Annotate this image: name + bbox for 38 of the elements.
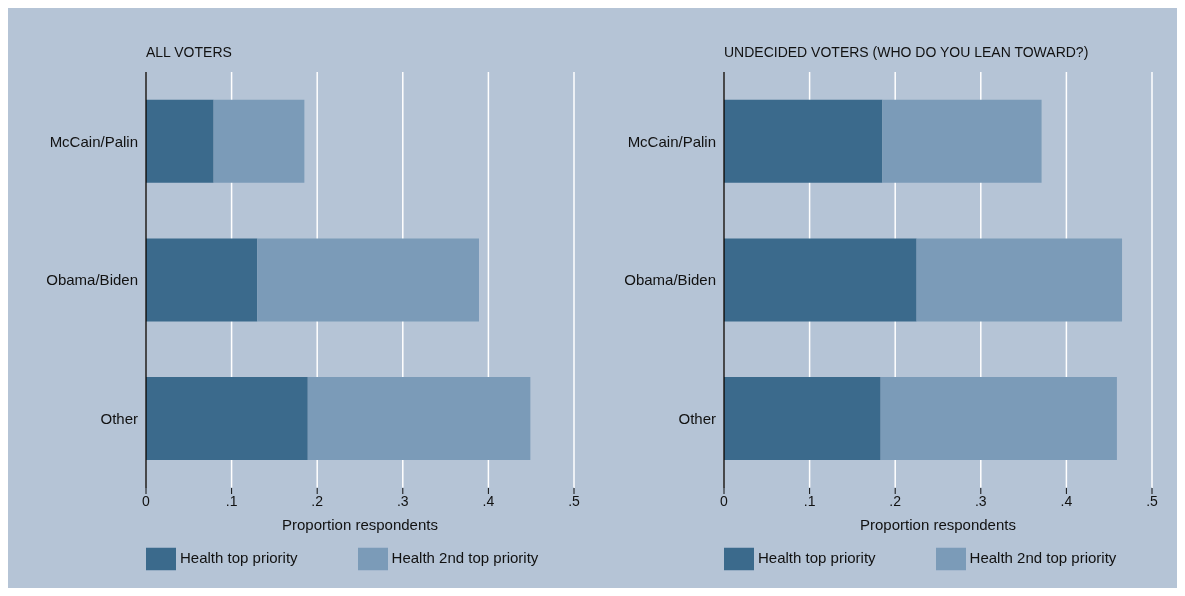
bar [880, 377, 1117, 461]
bar [882, 99, 1042, 183]
x-axis-title: Proportion respondents [860, 516, 1016, 533]
bar [724, 377, 881, 461]
x-tick-label: .4 [482, 492, 495, 509]
x-tick-label: .3 [974, 492, 987, 509]
x-tick-label: .1 [225, 492, 238, 509]
y-tick-label: Other [678, 409, 716, 427]
x-tick-label: .2 [311, 492, 324, 509]
x-tick-label: .3 [396, 492, 409, 509]
x-tick-label: .5 [1146, 492, 1159, 509]
x-tick-label: .2 [889, 492, 902, 509]
chart-title: ALL VOTERS [146, 44, 233, 62]
bar [146, 99, 214, 183]
bar [916, 238, 1123, 322]
y-tick-label: Other [100, 409, 138, 427]
x-tick-label: .1 [803, 492, 816, 509]
x-tick-label: 0 [720, 492, 729, 509]
y-tick-label: Obama/Biden [46, 271, 138, 289]
legend-label: Health 2nd top priority [969, 548, 1117, 566]
bar [146, 238, 258, 322]
y-tick-label: McCain/Palin [627, 132, 716, 150]
bar [146, 377, 308, 461]
y-tick-label: McCain/Palin [49, 132, 138, 150]
x-tick-label: .4 [1060, 492, 1073, 509]
bar [257, 238, 479, 322]
bar [724, 99, 883, 183]
x-tick-label: 0 [142, 492, 151, 509]
chart-title: UNDECIDED VOTERS (WHO DO YOU LEAN TOWARD?) [724, 44, 1090, 62]
legend-label: Health 2nd top priority [391, 548, 539, 566]
bar [213, 99, 305, 183]
y-tick-label: Obama/Biden [624, 271, 716, 289]
bar [724, 238, 917, 322]
legend-label: Health top priority [180, 548, 298, 566]
x-tick-label: .5 [568, 492, 581, 509]
legend-label: Health top priority [758, 548, 876, 566]
x-axis-title: Proportion respondents [282, 516, 438, 533]
bar [307, 377, 531, 461]
